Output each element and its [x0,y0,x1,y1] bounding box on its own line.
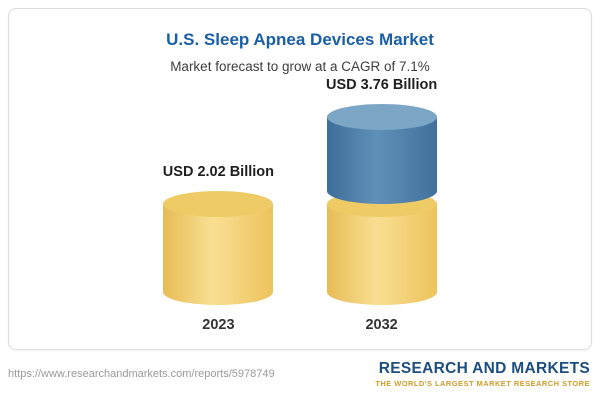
bar-2023-segment [163,191,274,305]
chart-subtitle: Market forecast to grow at a CAGR of 7.1… [170,59,430,74]
bar-group-2032: USD 3.76 Billion 2032 [326,77,437,333]
cylinder-top-cap [163,191,274,217]
report-url: https://www.researchandmarkets.com/repor… [8,368,275,380]
bar-group-2023: USD 2.02 Billion 2023 [163,164,274,333]
cylinder-top-cap [326,104,437,130]
cylinder-2032 [326,104,437,305]
research-and-markets-logo: RESEARCH AND MARKETS THE WORLD'S LARGEST… [375,360,590,388]
bar-2032-growth-segment [326,104,437,204]
category-label-2023: 2023 [202,317,235,333]
bar-chart: USD 2.02 Billion 2023 USD 3.76 Billion [9,77,591,333]
logo-wordmark: RESEARCH AND MARKETS [378,359,590,377]
chart-title: U.S. Sleep Apnea Devices Market [166,30,434,49]
value-label-2032: USD 3.76 Billion [326,77,438,93]
cylinder-2023 [163,191,274,305]
logo-tagline: THE WORLD'S LARGEST MARKET RESEARCH STOR… [375,378,590,388]
value-label-2023: USD 2.02 Billion [162,164,274,180]
bar-2032-base-segment [326,191,437,305]
chart-card: U.S. Sleep Apnea Devices Market Market f… [8,8,592,350]
category-label-2032: 2032 [365,317,398,333]
footer: https://www.researchandmarkets.com/repor… [0,352,600,396]
